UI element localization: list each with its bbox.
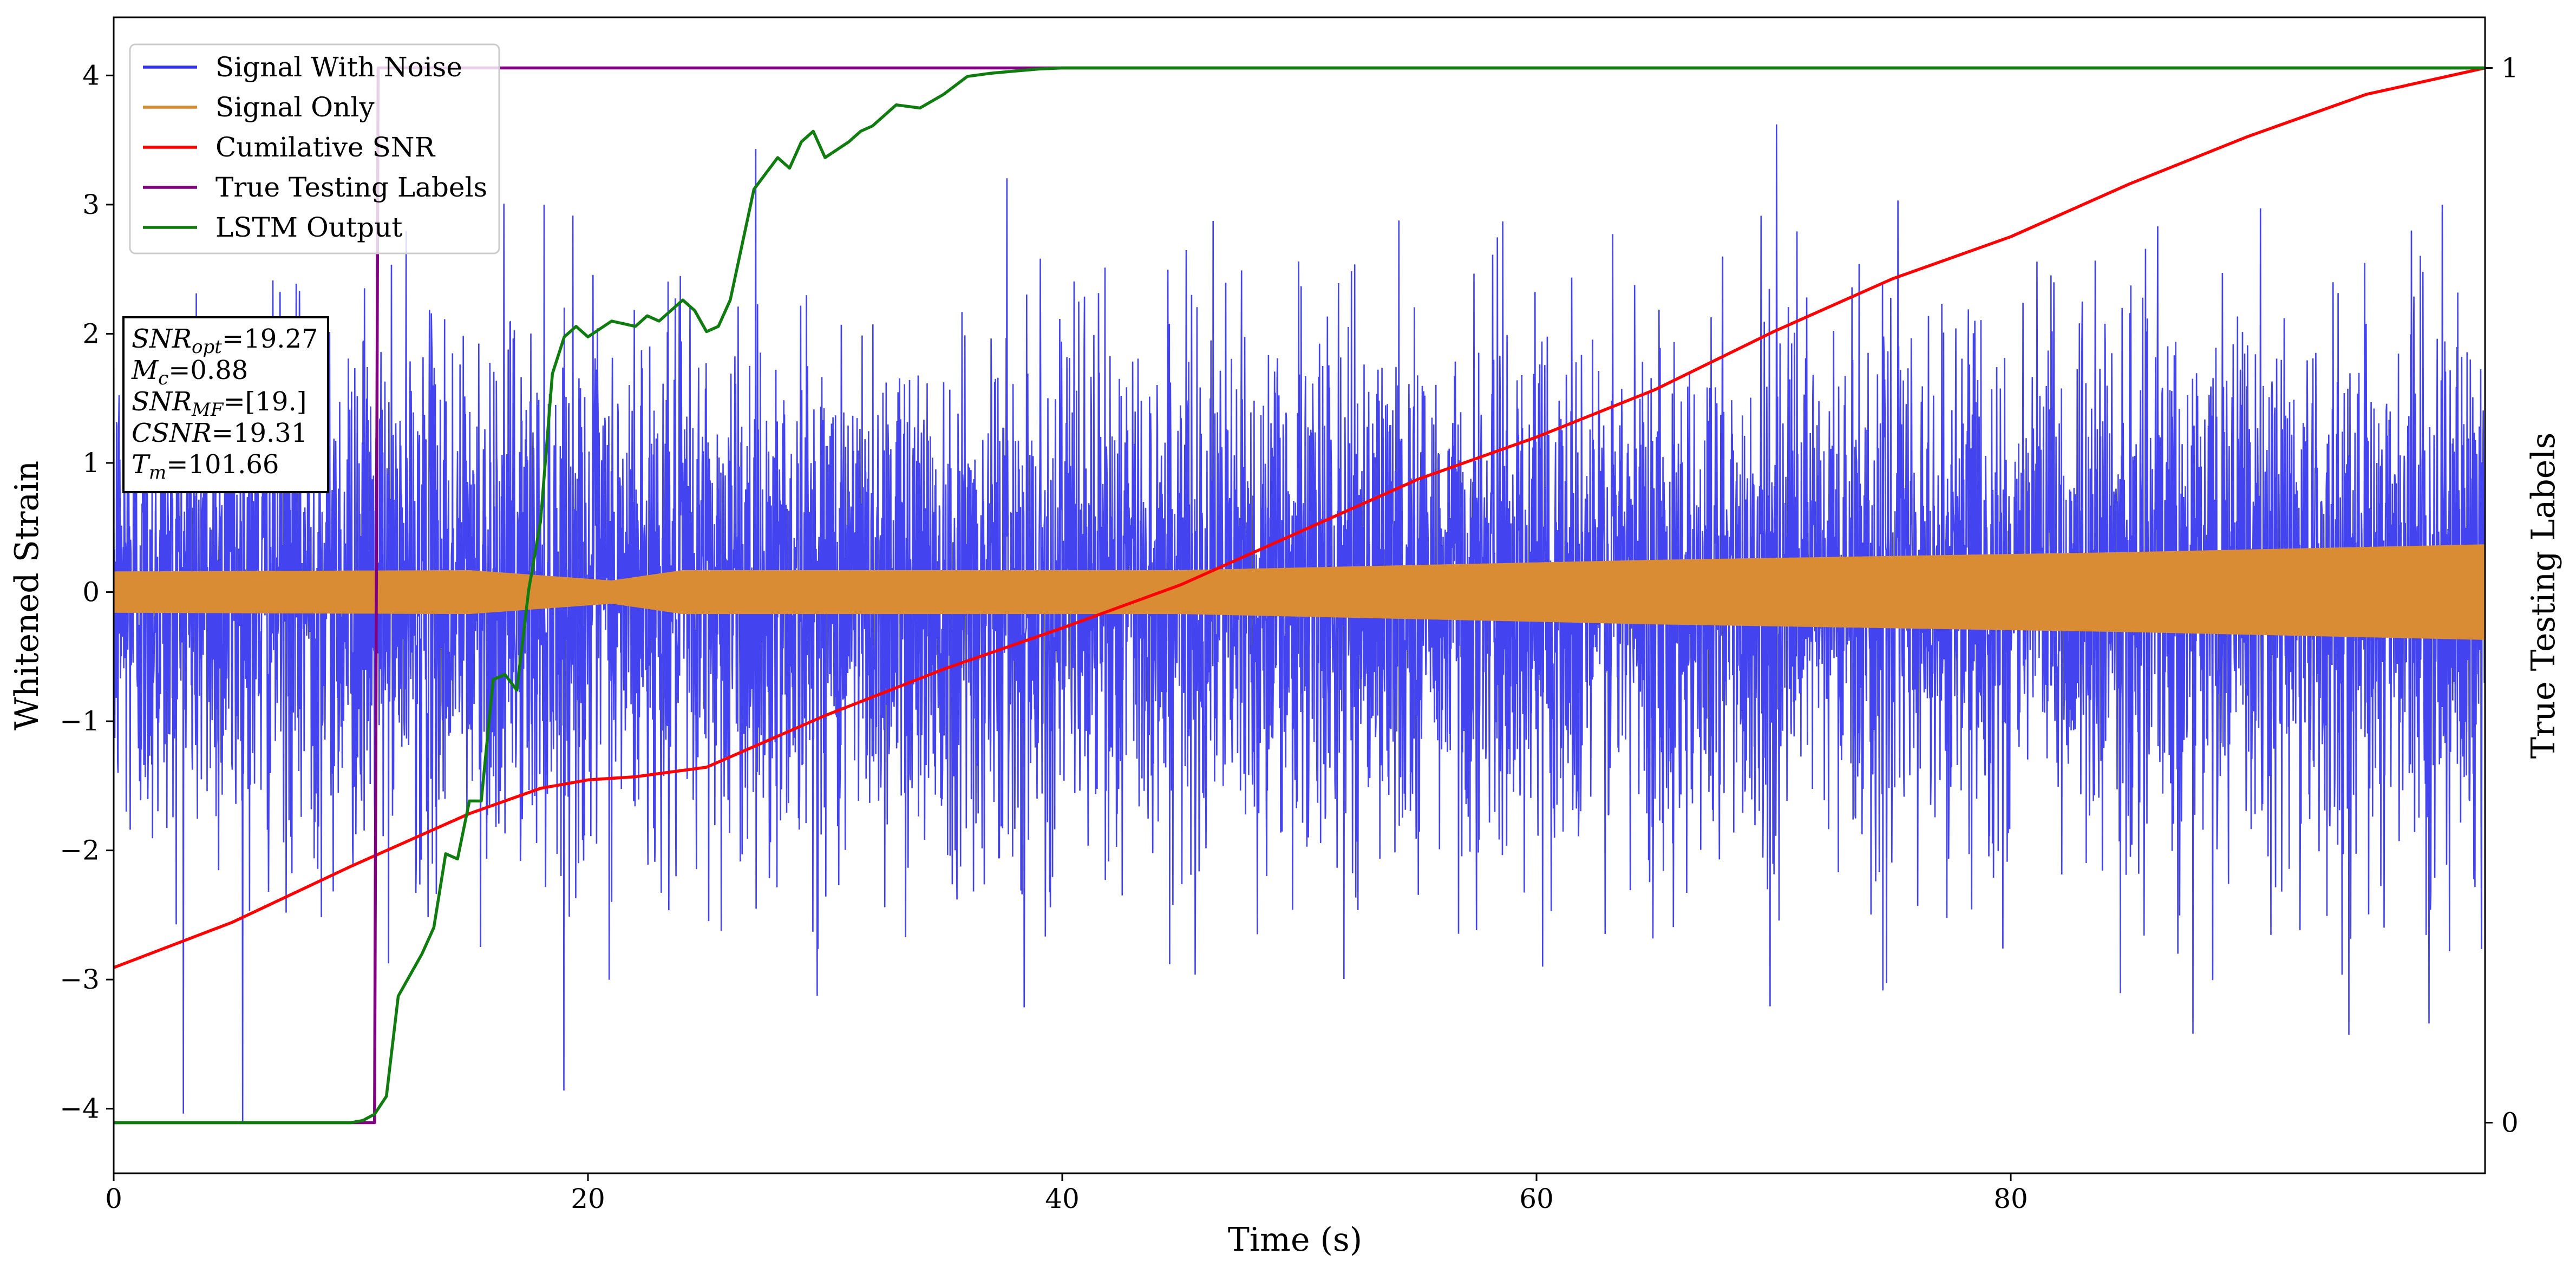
y-tick-label: 4 [82,60,100,91]
plot-area [114,66,2485,1125]
right-y-axis-label: True Testing Labels [2525,433,2562,759]
x-tick-label: 40 [1045,1183,1080,1214]
stats-box-frame [122,316,329,493]
stats-line: Tm=101.66 [132,449,279,484]
y-tick-label: −1 [60,705,100,737]
legend-entry: Signal With Noise [215,51,462,83]
legend-entry: True Testing Labels [215,172,487,203]
stats-line: SNRMF=[19.] [132,387,306,421]
right-y-tick-label: 1 [2501,53,2519,84]
series-lstm-output [114,66,2485,1125]
x-tick-label: 0 [105,1183,122,1214]
axes-frame [113,16,2486,1174]
series-signal-only [114,544,2485,640]
series-cumulative-snr [114,66,2485,969]
x-axis-label: Time (s) [1228,1221,1362,1259]
right-y-tick-label: 0 [2501,1107,2519,1138]
legend-entry: Cumilative SNR [215,132,435,163]
y-tick-label: 0 [82,577,100,608]
legend-entry: LSTM Output [215,212,402,243]
y-tick-label: −2 [60,835,100,866]
legend: Signal With Noise Signal Only Cumilative S… [129,43,500,254]
y-tick-label: −4 [60,1093,100,1125]
y-tick-label: −3 [60,964,100,995]
stats-line: Mc=0.88 [131,355,248,389]
plot-layer [114,66,2485,1125]
y-tick-label: 3 [82,189,100,220]
x-tick-label: 20 [571,1183,605,1214]
series-signal-with-noise [114,124,2485,1122]
axes-layer: Time (s) Whitened Strain True Testing La… [8,16,2562,1259]
stats-annotation-box: SNRopt=19.27Mc=0.88SNRMF=[19.]CSNR=19.31… [122,316,329,493]
x-tick-label: 80 [1993,1183,2028,1214]
stats-line: CSNR=19.31 [132,418,308,448]
x-tick-label: 60 [1519,1183,1554,1214]
y-tick-label: 2 [82,318,100,349]
legend-box [129,43,500,254]
y-axis-label: Whitened Strain [8,461,46,730]
legend-entry: Signal Only [215,92,375,123]
stats-line: SNRopt=19.27 [132,324,318,358]
y-tick-label: 1 [82,447,100,479]
